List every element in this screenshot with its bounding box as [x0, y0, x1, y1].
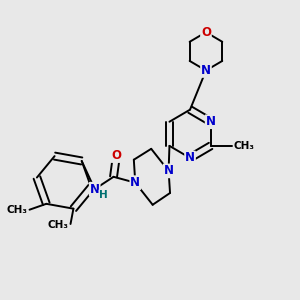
- Text: N: N: [201, 64, 211, 77]
- Text: N: N: [164, 164, 174, 177]
- Text: H: H: [99, 190, 108, 200]
- Text: O: O: [111, 149, 122, 162]
- Text: CH₃: CH₃: [48, 220, 69, 230]
- Text: N: N: [90, 183, 100, 196]
- Text: N: N: [185, 152, 195, 164]
- Text: CH₃: CH₃: [7, 205, 28, 215]
- Text: N: N: [130, 176, 140, 189]
- Text: CH₃: CH₃: [234, 141, 255, 151]
- Text: O: O: [201, 26, 211, 39]
- Text: N: N: [206, 115, 216, 128]
